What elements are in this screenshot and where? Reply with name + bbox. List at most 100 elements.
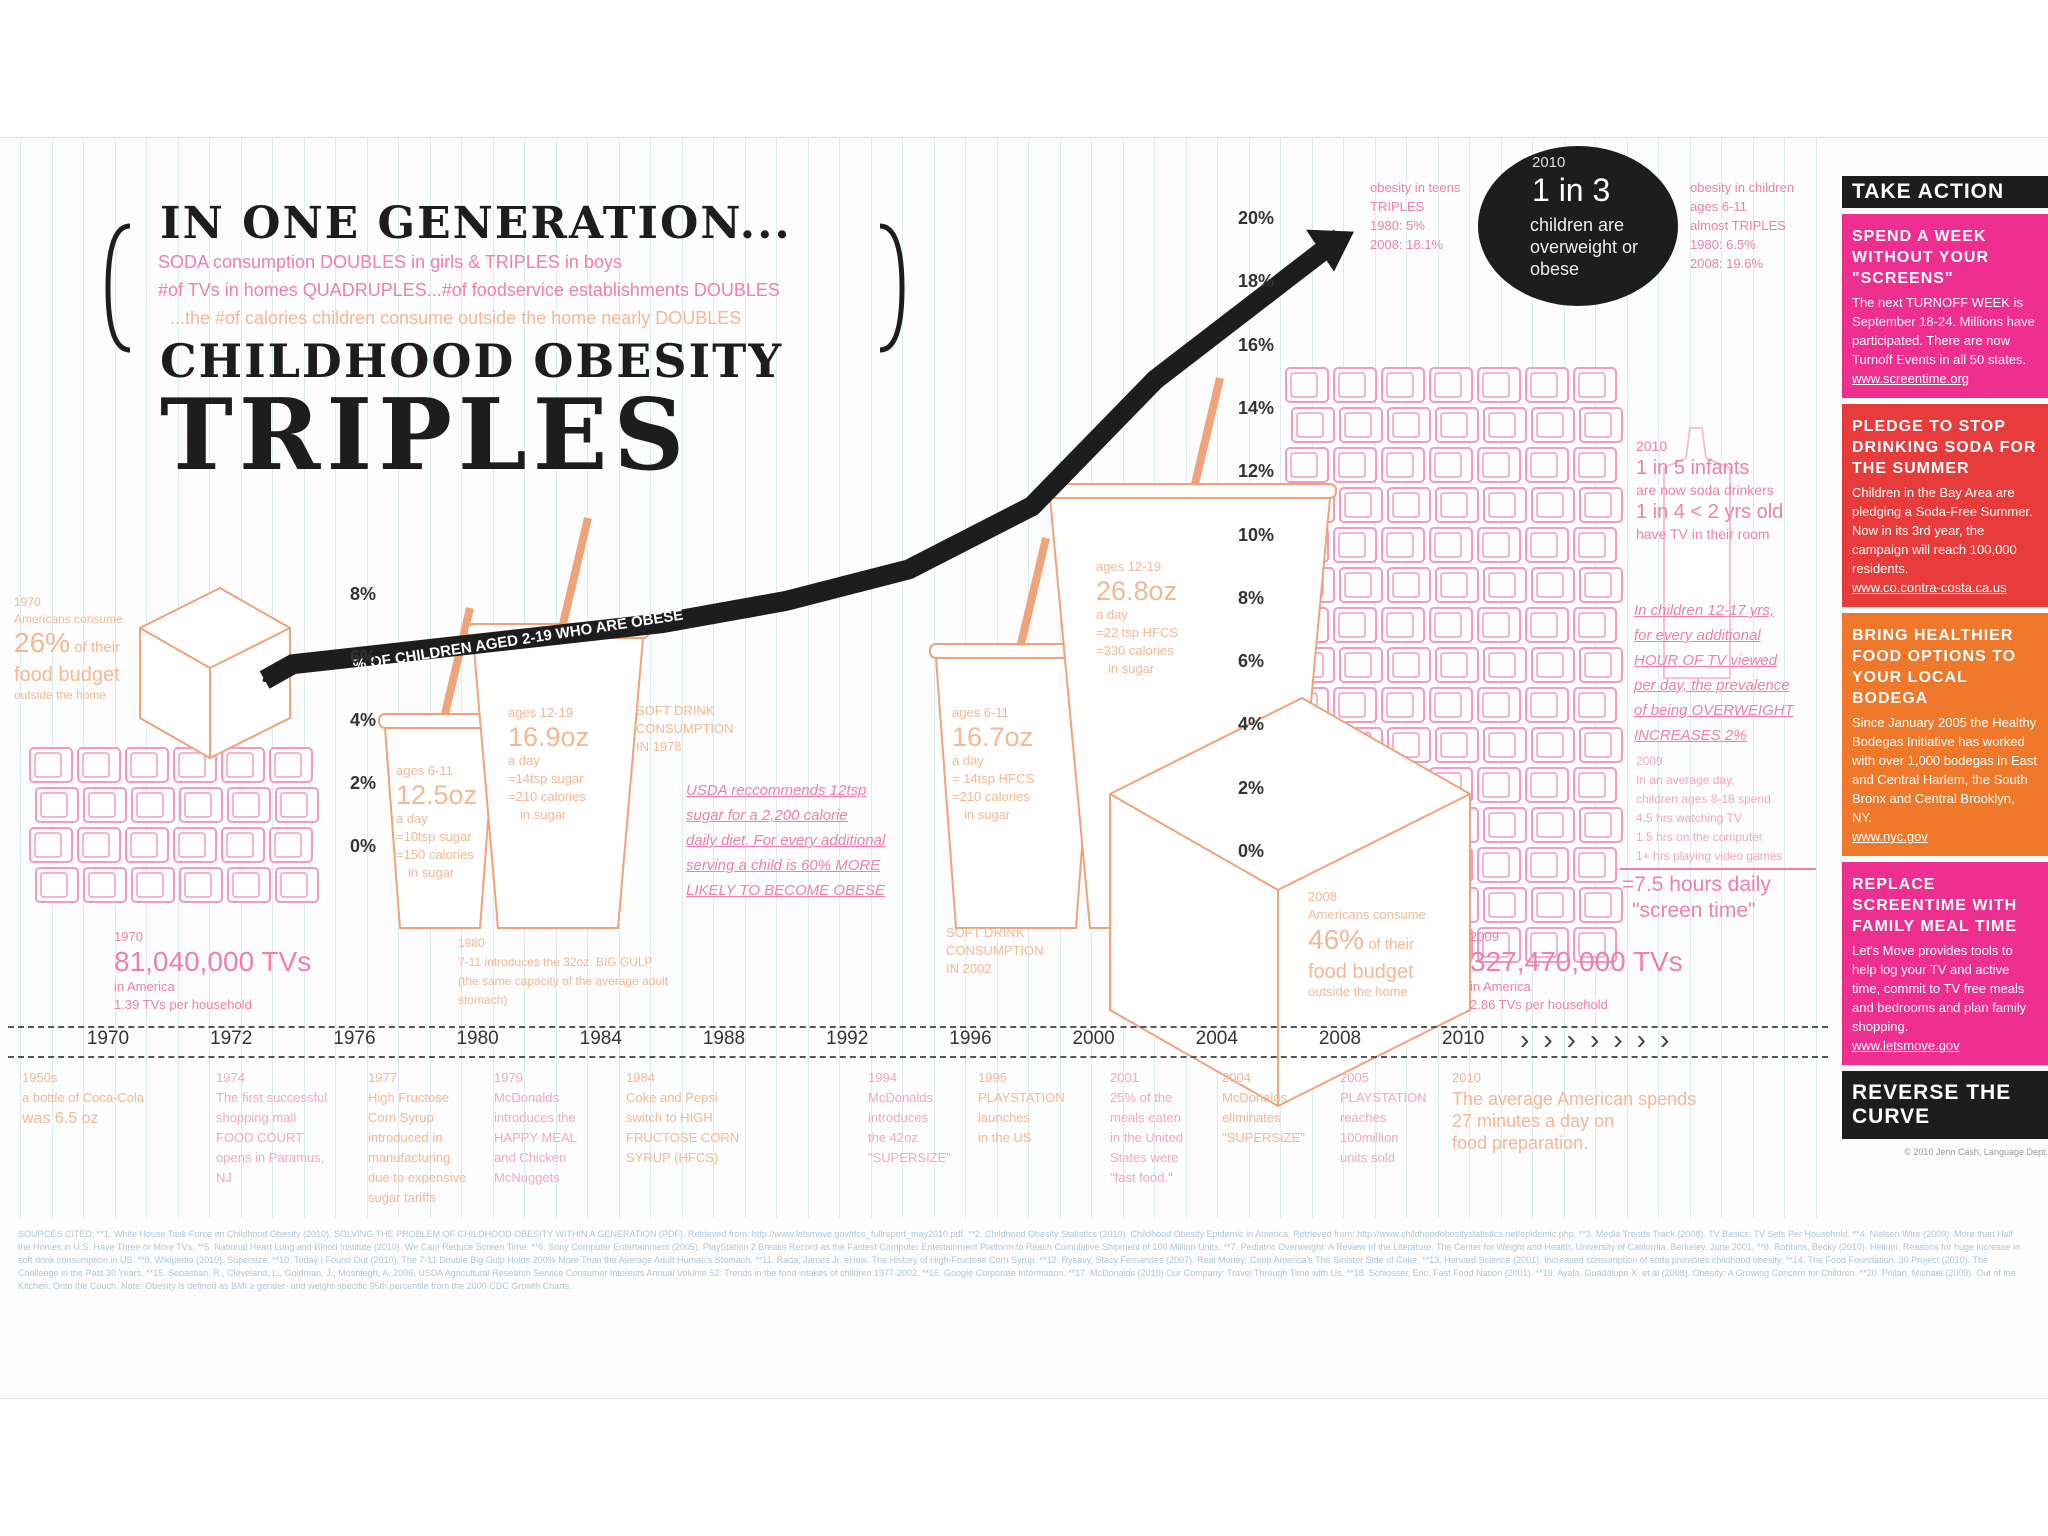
cup3-l4: =210 calories [952,789,1030,804]
tv-icon [1285,447,1329,483]
screen-time-total: =7.5 hours daily "screen time" [1622,872,1771,924]
cup3-big: 16.7oz [952,722,1034,752]
tv-icon [1531,567,1575,603]
infants-l1: 1 in 5 infants [1636,457,1750,479]
event-line: 100million [1340,1130,1399,1145]
tv-note-l3: HOUR OF TV viewed [1634,652,1778,669]
cup1-l5: in sugar [408,865,455,880]
event-line: McDonalds [494,1090,560,1105]
grid-line [335,138,336,1218]
tv-icon [77,827,121,863]
action-cards: SPEND A WEEK WITHOUT YOUR "SCREENS" The n… [1842,214,2048,1065]
tv-icon [125,747,169,783]
cup1-l2: a day [396,811,428,826]
tv-icon [269,827,313,863]
action-card-link[interactable]: www.screentime.org [1852,371,1970,386]
soft2002-l3: IN 2002 [946,961,992,976]
food1970-l1: Americans consume [14,612,123,626]
timeline-bottom-rule [8,1056,1828,1058]
grid-line [366,138,368,1218]
tv-icon [29,827,73,863]
trend-arrowhead [1306,229,1354,272]
tv-icon [125,827,169,863]
tv-icon [1531,487,1575,523]
tv-icon [1285,367,1329,403]
food2008-year: 2008 [1308,889,1337,904]
grid-line [114,138,116,1218]
tv-icon [131,867,175,903]
tv-icon [275,867,319,903]
obesity-data-point [1153,377,1158,382]
tv-icon [227,787,271,823]
cup3-l2: a day [952,753,984,768]
event-line: "fast food." [1110,1170,1173,1185]
x-tick-label: 1972 [210,1028,253,1049]
cup2-l5: in sugar [520,807,567,822]
title-sub3: ...the #of calories children consume out… [170,308,742,328]
action-card-title: BRING HEALTHIER FOOD OPTIONS TO YOUR LOC… [1852,627,2017,707]
grid-line [839,138,840,1218]
food2008-l2: of their [1368,936,1415,953]
grid-line [1658,138,1659,1218]
tv-icon [1573,687,1617,723]
tv-icon [1579,887,1623,923]
tv-icon [221,827,265,863]
title-sub1: SODA consumption DOUBLES in girls & TRIP… [158,252,622,272]
x-tick-label: 1976 [333,1028,376,1049]
tv-icon [1573,847,1617,883]
infants-l3: 1 in 4 < 2 yrs old [1636,501,1784,523]
event-line: eliminates [1222,1110,1281,1125]
sources-cited: SOURCES CITED: **1. White House Task For… [18,1229,2020,1291]
y-tick-right: 4% [1238,714,1265,735]
tv-icon [179,787,223,823]
cup2-l3: =14tsp sugar [508,771,584,786]
timeline-event: 2001 25% of the meals eaten in the United St… [1110,1068,1235,1188]
takeout-box-icon [1109,696,1471,1108]
tv-icon [1477,687,1521,723]
food2008: 2008 Americans consume 46% of their food… [1308,888,1426,1001]
tv-icon [1333,607,1377,643]
kids-l2: ages 6-11 [1690,199,1747,214]
tv-icon [1525,447,1569,483]
event-year: 1995 [978,1070,1007,1085]
action-card-link[interactable]: www.letsmove.gov [1852,1038,1960,1053]
tv-icon [1387,567,1431,603]
event-year: 1979 [494,1070,523,1085]
y-tick-left: 6% [350,647,377,667]
food2008-l1: Americans consume [1308,907,1426,922]
tv-note-l2: for every additional [1634,627,1761,644]
tv-icon [1579,727,1623,763]
tv-icon [1531,407,1575,443]
grid-line [776,138,777,1218]
timeline-event: 2010 The average American spends 27 minute… [1452,1068,1712,1154]
screen-l4: 1.5 hrs on the computer [1636,830,1763,844]
event-line: in the US [978,1130,1032,1145]
screen-big2: "screen time" [1632,899,1756,922]
tv-icon [1339,567,1383,603]
event-line: The average American spends [1452,1089,1697,1109]
cup3-l1: ages 6-11 [952,705,1009,720]
callout-stat: 1 in 3 [1532,172,1611,208]
event-year: 1950s [22,1070,58,1085]
event-line: FOOD COURT [216,1130,304,1145]
grid-line [461,138,462,1218]
tv-icon [1531,647,1575,683]
tv-icon [1291,407,1335,443]
y-tick-right: 14% [1238,397,1275,418]
event-line: McNuggets [494,1170,560,1185]
tv-icon [83,787,127,823]
tv-icon [275,787,319,823]
soft2002-l2: CONSUMPTION [946,943,1044,958]
timeline-event: 1994 McDonalds introduces the 42oz "SUPERSIZ… [868,1068,993,1168]
action-card-link[interactable]: www.co.contra-costa.ca.us [1852,580,2007,595]
event-line: FRUCTOSE CORN [626,1130,740,1145]
x-tick-label: 2008 [1318,1028,1362,1049]
cup4-l3: =22 tsp HFCS [1096,625,1179,640]
action-card-link[interactable]: www.nyc.gov [1852,829,1928,844]
timeline-event: 1977 High Fructose Corn Syrup introduced in… [368,1068,493,1208]
event-line: "SUPERSIZE" [1222,1130,1305,1145]
tvs2009-l2: 2.86 TVs per household [1470,997,1608,1012]
grid-line [83,138,84,1218]
event-line: opens in Paramus, NJ [216,1150,325,1185]
usda-l1: USDA reccommends 12tsp [686,782,867,799]
